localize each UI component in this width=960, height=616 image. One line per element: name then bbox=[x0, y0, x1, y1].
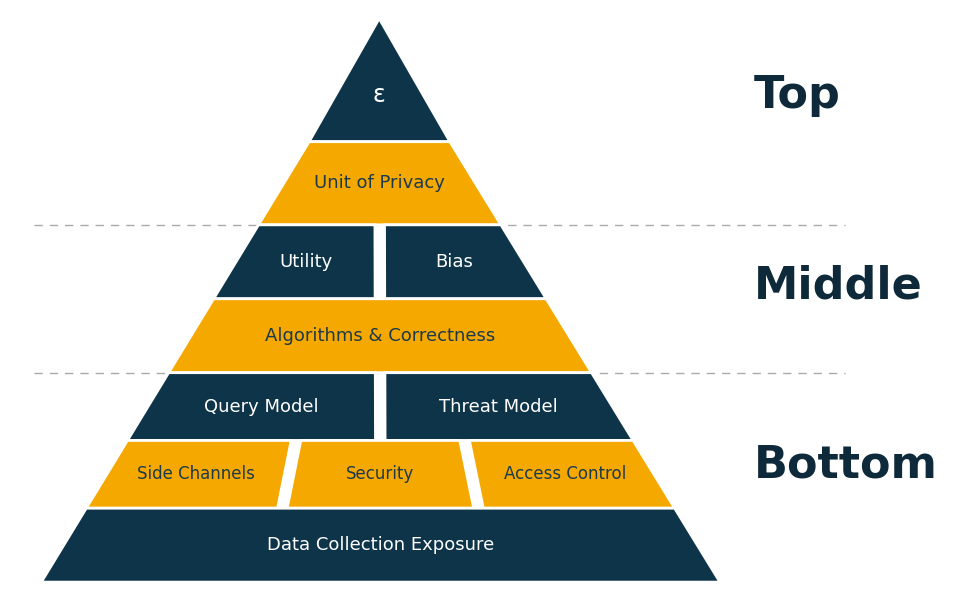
Polygon shape bbox=[385, 225, 546, 299]
Text: Top: Top bbox=[754, 74, 840, 117]
Polygon shape bbox=[469, 440, 675, 508]
Text: Unit of Privacy: Unit of Privacy bbox=[314, 174, 445, 192]
Polygon shape bbox=[41, 508, 720, 582]
Polygon shape bbox=[213, 225, 375, 299]
Polygon shape bbox=[309, 18, 450, 142]
Text: Bottom: Bottom bbox=[754, 444, 938, 487]
Text: Query Model: Query Model bbox=[204, 397, 319, 416]
Text: Utility: Utility bbox=[279, 253, 332, 271]
Polygon shape bbox=[287, 440, 473, 508]
Polygon shape bbox=[128, 373, 375, 440]
Text: Algorithms & Correctness: Algorithms & Correctness bbox=[265, 326, 495, 345]
Text: ε: ε bbox=[372, 83, 386, 107]
Text: Side Channels: Side Channels bbox=[136, 465, 254, 484]
Polygon shape bbox=[86, 440, 291, 508]
Text: Access Control: Access Control bbox=[504, 465, 626, 484]
Polygon shape bbox=[385, 373, 634, 440]
Text: Data Collection Exposure: Data Collection Exposure bbox=[267, 536, 494, 554]
Polygon shape bbox=[169, 299, 591, 373]
Text: Middle: Middle bbox=[754, 265, 923, 308]
Polygon shape bbox=[258, 142, 501, 225]
Text: Threat Model: Threat Model bbox=[440, 397, 558, 416]
Text: Bias: Bias bbox=[435, 253, 473, 271]
Text: Security: Security bbox=[347, 465, 415, 484]
